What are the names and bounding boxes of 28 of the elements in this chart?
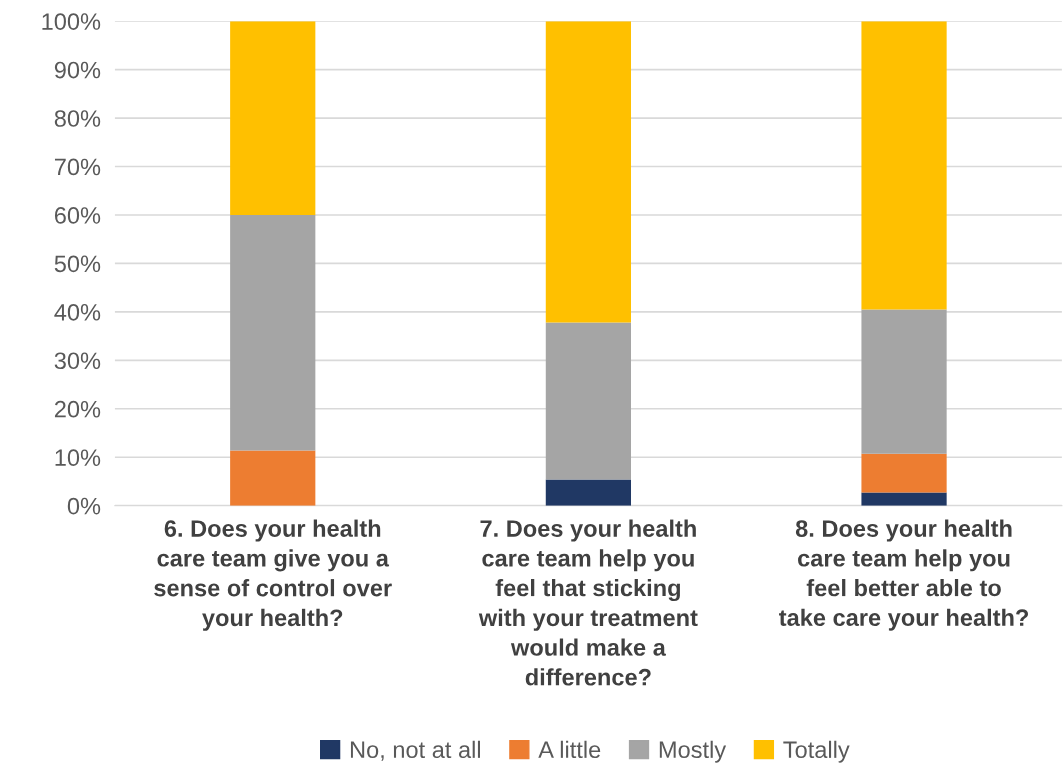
bar <box>230 21 316 215</box>
y-tick-label: 80% <box>54 110 101 127</box>
x-tick-label: 6. Does your health care team give you a sense of control over your health? <box>154 519 392 631</box>
y-tick-label: 70% <box>54 158 101 176</box>
y-tick-label: 20% <box>54 400 101 418</box>
y-tick-label: 100% <box>42 13 101 30</box>
legend-label: Mostly <box>659 740 727 763</box>
y-tick-label: 0% <box>67 497 101 515</box>
y-tick-label: 30% <box>54 352 101 370</box>
bar <box>230 450 316 506</box>
x-tick-label: 8. Does your health care team help you feel better able to take care your health? <box>779 519 1029 631</box>
bar <box>545 479 632 506</box>
y-tick-label: 60% <box>54 207 101 224</box>
bar <box>861 21 947 310</box>
bar <box>861 453 947 493</box>
bar <box>545 21 632 323</box>
legend-label: Totally <box>783 740 850 763</box>
y-tick-label: 40% <box>54 303 101 321</box>
y-tick-label: 90% <box>54 61 101 79</box>
y-tick-label: 50% <box>54 255 101 273</box>
legend-label: No, not at all <box>350 740 481 761</box>
bar <box>230 214 316 451</box>
legend-label: A little <box>538 740 601 759</box>
x-tick-label: 7. Does your health care team help you feel that sticking with your treatment would make a difference? <box>478 519 698 686</box>
bar <box>861 492 947 506</box>
bar <box>545 322 632 480</box>
y-tick-label: 10% <box>55 449 101 467</box>
bar <box>861 309 947 454</box>
